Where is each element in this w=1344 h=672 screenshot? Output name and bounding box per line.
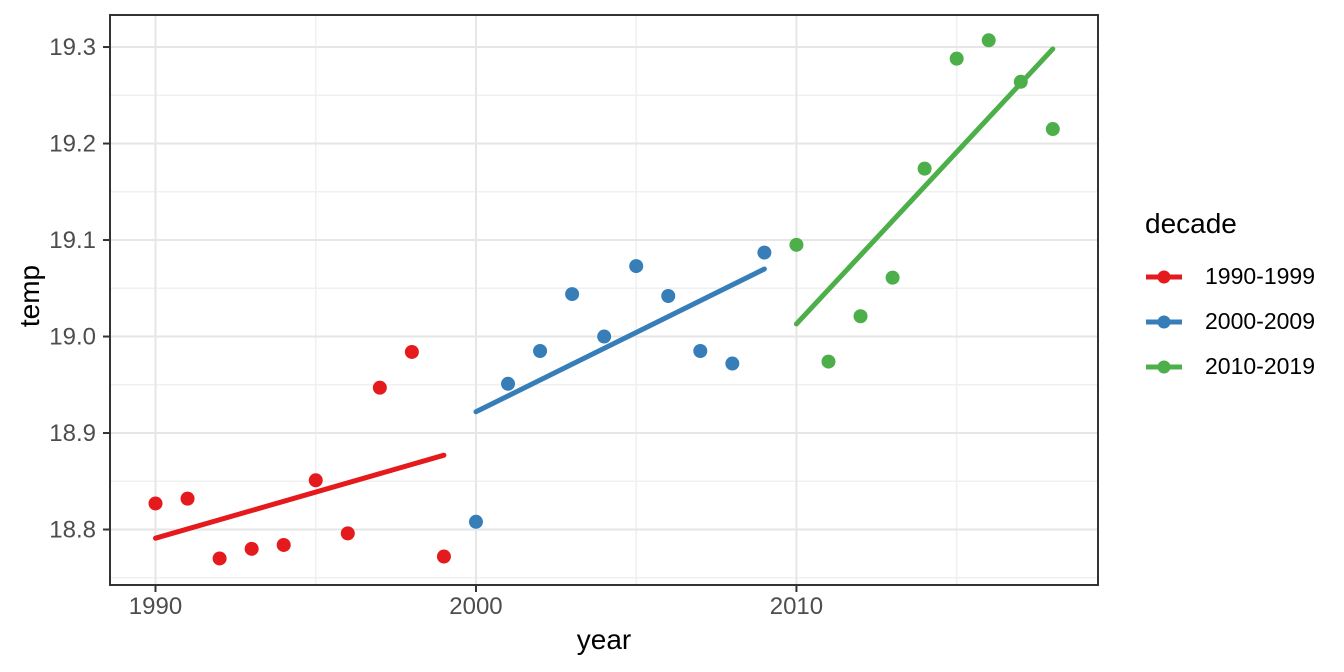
trend-line — [793, 46, 1056, 327]
trend-line — [153, 452, 447, 541]
data-point — [949, 51, 964, 66]
y-tick-label: 19.2 — [49, 131, 96, 158]
legend-item-1990-1999: 1990-1999 — [1145, 254, 1340, 299]
data-point — [404, 344, 419, 359]
data-point — [565, 287, 580, 302]
y-tick-label: 19.3 — [49, 34, 96, 61]
data-point — [917, 161, 932, 176]
data-point — [821, 354, 836, 369]
legend-label: 2010-2019 — [1205, 353, 1315, 379]
legend-label: 2000-2009 — [1205, 308, 1315, 334]
data-point — [276, 537, 291, 552]
x-tick-label: 2010 — [770, 593, 823, 620]
y-tick-label: 19.1 — [49, 227, 96, 254]
data-point — [885, 270, 900, 285]
legend-key-line-dot-icon — [1146, 360, 1182, 373]
data-point — [853, 309, 868, 324]
plot-panel — [110, 15, 1098, 585]
data-point — [340, 526, 355, 541]
legend-label: 1990-1999 — [1205, 263, 1315, 289]
legend-key-line-dot-icon — [1146, 270, 1182, 283]
data-point — [1045, 122, 1060, 137]
data-point — [244, 541, 259, 556]
data-point — [789, 237, 804, 252]
legend-item-2010-2019: 2010-2019 — [1145, 344, 1340, 389]
trend-line — [473, 266, 767, 415]
data-point — [981, 33, 996, 48]
legend-item-2000-2009: 2000-2009 — [1145, 299, 1340, 344]
x-tick-label: 2000 — [449, 593, 502, 620]
data-point — [757, 245, 772, 260]
y-tick-label: 19.0 — [49, 324, 96, 351]
data-point — [468, 514, 483, 529]
legend: decade 1990-1999 2000-2009 2010-2019 — [1145, 207, 1340, 389]
panel-border — [109, 14, 1099, 586]
data-point — [212, 551, 227, 566]
x-tick-label: 1990 — [129, 593, 182, 620]
data-point — [148, 496, 163, 511]
legend-key-line-dot-icon — [1146, 315, 1182, 328]
legend-title: decade — [1145, 208, 1237, 239]
data-point — [372, 380, 387, 395]
data-point — [629, 259, 644, 274]
data-point — [661, 288, 676, 303]
x-axis-title: year — [576, 624, 632, 655]
y-tick-label: 18.9 — [49, 420, 96, 447]
data-point — [501, 376, 516, 391]
data-point — [597, 329, 612, 344]
data-point — [180, 491, 195, 506]
data-point — [533, 343, 548, 358]
data-point — [693, 343, 708, 358]
y-axis-title: temp — [14, 264, 45, 328]
y-tick-label: 18.8 — [49, 517, 96, 544]
data-point — [725, 356, 740, 371]
data-point — [436, 549, 451, 564]
data-point — [308, 473, 323, 488]
